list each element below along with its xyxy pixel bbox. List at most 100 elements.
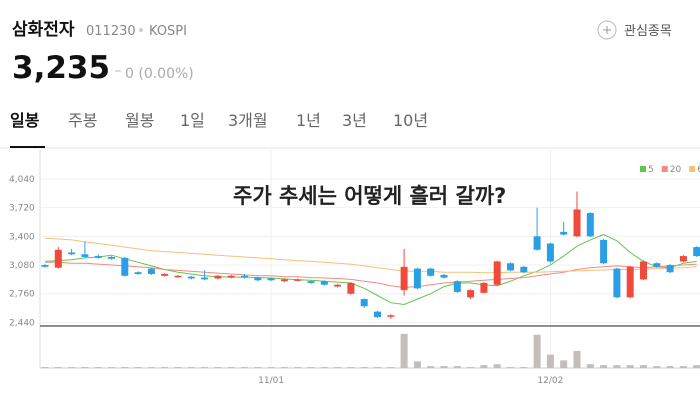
candle-body	[520, 266, 528, 273]
stock-name: 삼화전자	[12, 20, 75, 40]
volume-bar	[161, 367, 169, 368]
volume-bar	[347, 367, 355, 368]
y-tick-label: 2,760	[9, 290, 35, 300]
candle-body	[187, 276, 195, 279]
y-tick-label: 3,720	[9, 204, 35, 214]
candle-body	[68, 252, 76, 255]
candle-body	[467, 290, 475, 298]
volume-bar	[413, 361, 421, 368]
ma-line	[45, 261, 697, 288]
candle-body	[653, 263, 661, 267]
candle-body	[546, 243, 554, 262]
candle-body	[147, 268, 155, 274]
legend-swatch	[640, 166, 646, 172]
x-tick-label: 12/02	[537, 376, 563, 386]
volume-bar	[187, 367, 195, 368]
watch-label[interactable]: 관심종목	[624, 24, 672, 39]
candle-body	[666, 265, 674, 273]
tab[interactable]: 3개월	[228, 111, 268, 130]
volume-bar	[41, 367, 49, 368]
y-tick-label: 4,040	[9, 175, 35, 185]
candle-body	[533, 236, 541, 250]
candle-body	[334, 284, 342, 287]
candle-body	[161, 274, 169, 276]
market: KOSPI	[149, 24, 187, 39]
y-tick-label: 3,400	[9, 232, 35, 242]
candle-body	[54, 249, 62, 268]
candle-body	[41, 265, 49, 267]
candle-body	[121, 257, 129, 276]
volume-bar	[400, 333, 408, 368]
volume-bar	[493, 364, 501, 368]
volume-bar	[573, 350, 581, 368]
tabs: 일봉 주봉 월봉 1일 3개월 1년 3년 10년	[10, 111, 428, 130]
legend-swatch	[689, 166, 696, 172]
volume-bar	[267, 367, 275, 368]
price: 3,235	[12, 50, 110, 86]
volume-bar	[653, 366, 661, 368]
legend-label: 60	[697, 165, 700, 175]
x-tick-label: 11/01	[258, 376, 284, 386]
y-tick-label: 2,440	[9, 318, 35, 328]
tab[interactable]: 일봉	[10, 111, 40, 130]
candle-body	[507, 263, 514, 271]
tab[interactable]: 1일	[180, 111, 205, 130]
candle-body	[94, 256, 102, 258]
volume-bar	[214, 367, 222, 368]
candle-body	[626, 266, 634, 298]
volume-bar	[507, 367, 514, 368]
tab[interactable]: 주봉	[68, 111, 97, 130]
volume-bar	[254, 367, 262, 368]
volume-bar	[68, 367, 76, 368]
volume-bar	[174, 367, 182, 368]
candle-body	[413, 268, 421, 289]
volume-bar	[360, 367, 368, 368]
volume-bar	[666, 366, 674, 368]
candle-body	[280, 279, 288, 282]
volume-bar	[467, 367, 475, 368]
volume-bar	[440, 366, 448, 368]
chart: 4,040 3,720 3,400 3,080 2,760 2,440 11/01 12/02…	[9, 150, 700, 386]
volume-bar	[201, 367, 209, 368]
watch-button[interactable]: 관심종목	[597, 20, 672, 40]
volume-bar	[586, 364, 594, 368]
volume-bar	[626, 365, 634, 368]
volume-bar	[241, 367, 248, 368]
volume-bar	[121, 367, 129, 368]
tab[interactable]: 월봉	[125, 111, 154, 130]
candle-body	[201, 277, 209, 280]
candle-body	[267, 278, 275, 281]
volume-bar	[387, 367, 395, 368]
tab[interactable]: 10년	[393, 111, 428, 130]
candle-body	[480, 282, 488, 293]
candle-body	[227, 275, 235, 278]
candle-body	[600, 239, 608, 264]
ma-line	[44, 234, 697, 306]
volume-bar	[227, 367, 235, 368]
candle-body	[320, 281, 328, 285]
annotation: 주가 추세는 어떻게 흘러 갈까?	[233, 184, 506, 208]
volume-bar	[560, 360, 568, 368]
candle-body	[174, 275, 182, 278]
tab[interactable]: 3년	[342, 111, 367, 130]
candle-body	[81, 254, 89, 257]
volume-bar	[480, 365, 488, 368]
candle-body	[640, 261, 647, 280]
candle-body	[493, 261, 501, 285]
candle-body	[400, 266, 408, 291]
price-change: 0 (0.00%)	[125, 66, 194, 82]
volume-bar	[320, 367, 328, 368]
candle-body	[241, 275, 248, 278]
volume-bar	[546, 354, 554, 368]
candle-body	[347, 282, 355, 294]
volume-bar	[307, 367, 315, 368]
candle-body	[360, 299, 368, 307]
stock-code: 011230	[86, 24, 136, 39]
volume-bar	[600, 365, 608, 368]
tab[interactable]: 1년	[296, 111, 321, 130]
candle-body	[374, 311, 381, 318]
candle-body	[214, 275, 222, 279]
candle-body	[453, 281, 461, 292]
candle-body	[427, 268, 435, 276]
volume-bar	[134, 367, 142, 368]
